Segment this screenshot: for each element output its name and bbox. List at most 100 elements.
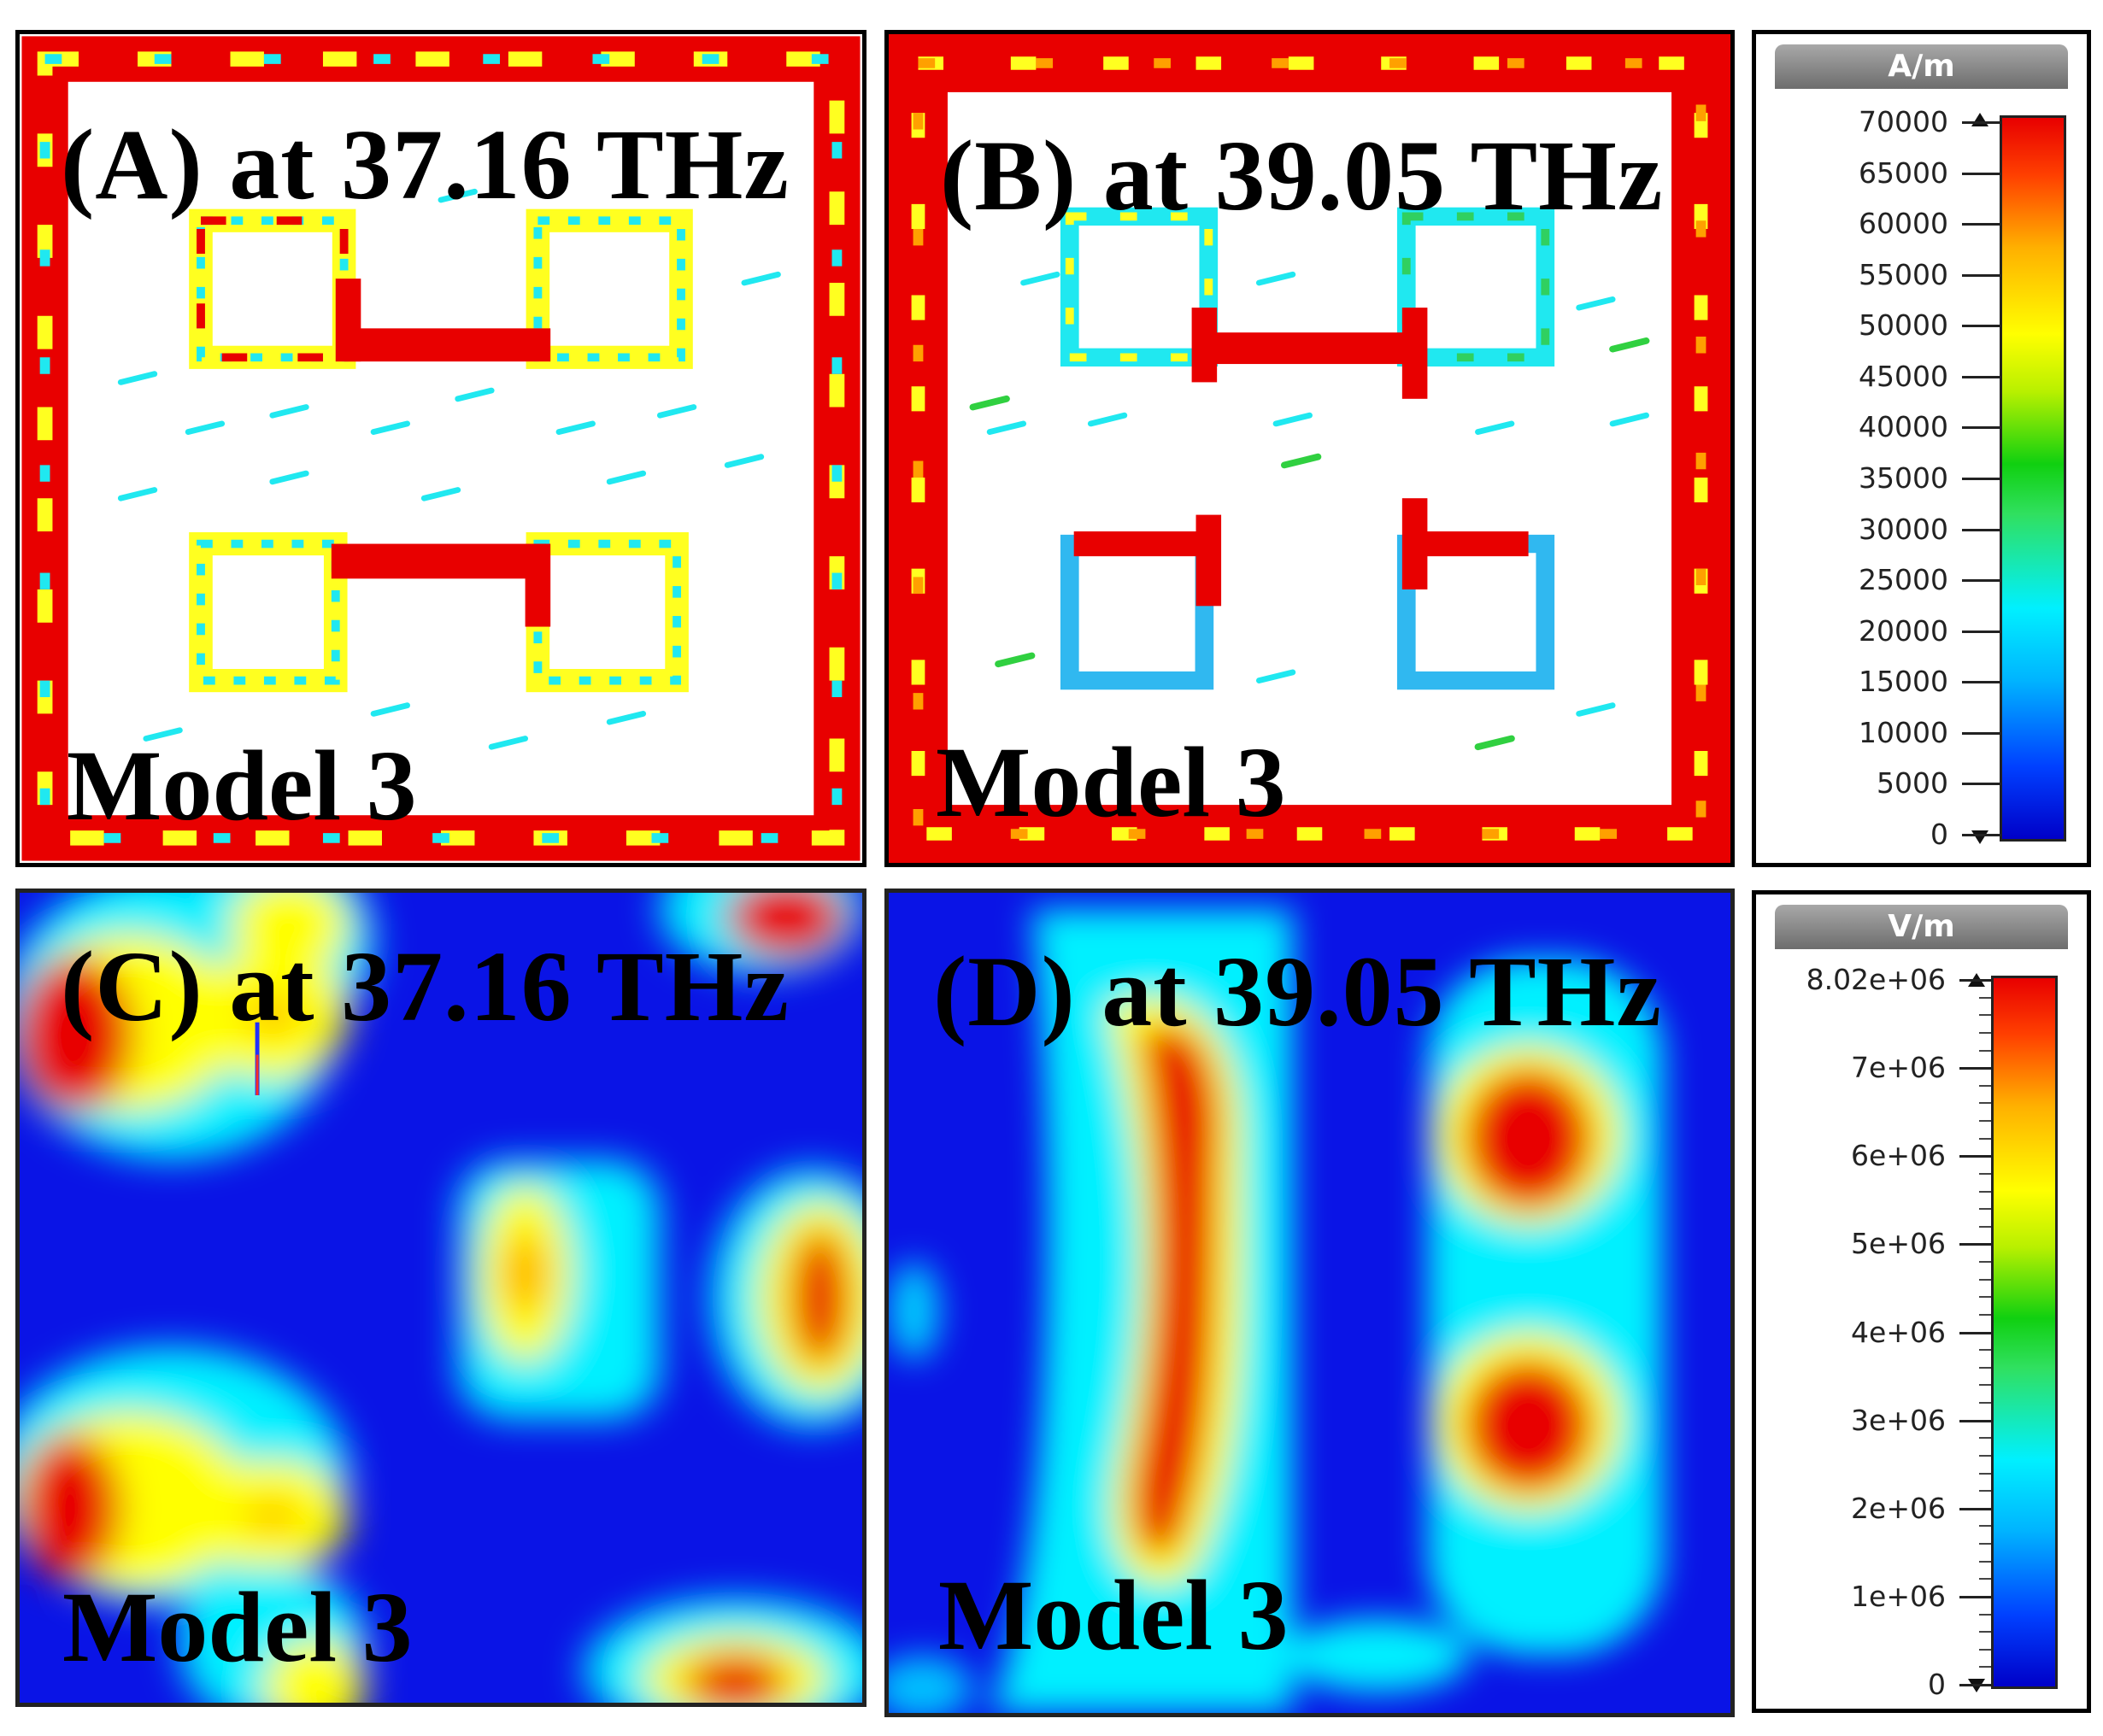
colorbar-tick-mark — [1959, 1684, 1991, 1686]
panel-d-model-label: Model 3 — [938, 1559, 1289, 1671]
colorbar-tick-mark — [1962, 426, 2000, 430]
colorbar-tick-label: 70000 — [1859, 105, 1948, 138]
min-marker-icon — [1971, 830, 1988, 844]
colorbar-minor-tick — [1979, 1666, 1991, 1669]
current-unit-label: A/m — [1775, 44, 2068, 89]
colorbar-minor-tick — [1979, 1631, 1991, 1633]
panel-b-current-map — [889, 34, 1730, 863]
colorbar-minor-tick — [1979, 1402, 1991, 1404]
colorbar-minor-tick — [1979, 1084, 1991, 1087]
colorbar-tick-label: 0 — [1928, 1668, 1946, 1701]
max-marker-icon — [1971, 113, 1988, 126]
colorbar-tick-label: 5000 — [1877, 766, 1948, 801]
colorbar-tick-mark — [1959, 1331, 1991, 1334]
colorbar-tick-label: 3e+06 — [1851, 1403, 1946, 1437]
colorbar-tick-label: 8.02e+06 — [1806, 963, 1946, 996]
colorbar-tick-mark — [1962, 783, 2000, 786]
panel-c-title: (C) at 37.16 THz — [61, 930, 790, 1042]
panel-c-model-label: Model 3 — [62, 1571, 413, 1683]
colorbar-minor-tick — [1979, 1172, 1991, 1175]
colorbar-tick-mark — [1962, 273, 2000, 277]
colorbar-tick-mark — [1962, 528, 2000, 531]
colorbar-tick-mark — [1959, 1243, 1991, 1246]
colorbar-minor-tick — [1979, 1349, 1991, 1352]
colorbar-tick-mark — [1962, 579, 2000, 583]
colorbar-minor-tick — [1979, 1313, 1991, 1316]
colorbar-minor-tick — [1979, 1490, 1991, 1493]
colorbar-minor-tick — [1979, 1278, 1991, 1281]
colorbar-minor-tick — [1979, 1543, 1991, 1545]
colorbar-tick-label: 60000 — [1859, 207, 1948, 241]
current-color-scale — [2000, 115, 2066, 842]
colorbar-tick-mark — [1962, 375, 2000, 378]
colorbar-tick-label: 7e+06 — [1851, 1051, 1946, 1085]
colorbar-tick-mark — [1962, 223, 2000, 226]
panel-d-title: (D) at 39.05 THz — [933, 935, 1662, 1047]
colorbar-tick-mark — [1959, 1067, 1991, 1070]
panel-a-title: (A) at 37.16 THz — [61, 108, 790, 220]
panel-c-electric-field: (C) at 37.16 THz Model 3 — [15, 889, 866, 1707]
colorbar-tick-label: 25000 — [1859, 563, 1948, 597]
panel-d-field-map — [889, 893, 1730, 1713]
panel-a-current-map — [20, 34, 862, 863]
colorbar-tick-label: 55000 — [1859, 257, 1948, 291]
colorbar-tick-mark — [1962, 681, 2000, 684]
colorbar-tick-label: 4e+06 — [1851, 1315, 1946, 1349]
colorbar-minor-tick — [1979, 1225, 1991, 1228]
colorbar-tick-label: 65000 — [1859, 155, 1948, 190]
colorbar-minor-tick — [1979, 1049, 1991, 1052]
colorbar-minor-tick — [1979, 1120, 1991, 1122]
panel-b-title: (B) at 39.05 THz — [940, 120, 1664, 232]
colorbar-minor-tick — [1979, 1014, 1991, 1017]
colorbar-tick-label: 15000 — [1859, 665, 1948, 699]
colorbar-tick-mark — [1962, 325, 2000, 328]
colorbar-tick-label: 35000 — [1859, 461, 1948, 495]
colorbar-tick-mark — [1959, 1419, 1991, 1422]
colorbar-tick-mark — [1962, 630, 2000, 633]
colorbar-minor-tick — [1979, 1102, 1991, 1105]
panel-d-electric-field: (D) at 39.05 THz Model 3 — [884, 889, 1735, 1717]
colorbar-minor-tick — [1979, 1296, 1991, 1299]
colorbar-minor-tick — [1979, 1437, 1991, 1440]
colorbar-tick-mark — [1962, 121, 2000, 124]
colorbar-minor-tick — [1979, 1613, 1991, 1616]
colorbar-tick-mark — [1962, 731, 2000, 735]
current-density-colorbar: A/m 70000 65000 60000 55000 50000 45000 40000 3… — [1752, 30, 2091, 867]
panel-b-model-label: Model 3 — [936, 726, 1286, 838]
panel-a-model-label: Model 3 — [67, 730, 417, 842]
colorbar-minor-tick — [1979, 1578, 1991, 1581]
colorbar-tick-label: 40000 — [1859, 410, 1948, 444]
colorbar-tick-mark — [1962, 172, 2000, 175]
colorbar-tick-label: 6e+06 — [1851, 1139, 1946, 1173]
field-color-scale — [1991, 976, 2058, 1689]
colorbar-tick-label: 0 — [1930, 818, 1948, 851]
panel-a-surface-current: (A) at 37.16 THz Model 3 — [15, 30, 866, 867]
colorbar-minor-tick — [1979, 1031, 1991, 1034]
colorbar-tick-mark — [1959, 979, 1991, 982]
colorbar-tick-label: 50000 — [1859, 308, 1948, 343]
colorbar-minor-tick — [1979, 1366, 1991, 1369]
panel-b-surface-current: (B) at 39.05 THz Model 3 — [884, 30, 1735, 867]
colorbar-tick-label: 45000 — [1859, 359, 1948, 393]
colorbar-tick-mark — [1959, 1507, 1991, 1510]
colorbar-minor-tick — [1979, 1454, 1991, 1457]
colorbar-minor-tick — [1979, 1648, 1991, 1651]
colorbar-minor-tick — [1979, 1472, 1991, 1475]
colorbar-tick-label: 1e+06 — [1851, 1579, 1946, 1613]
field-unit-label: V/m — [1775, 905, 2068, 949]
panel-c-field-map — [20, 893, 862, 1703]
colorbar-tick-label: 30000 — [1859, 512, 1948, 546]
colorbar-minor-tick — [1979, 1261, 1991, 1263]
colorbar-tick-mark — [1962, 478, 2000, 480]
colorbar-minor-tick — [1979, 1190, 1991, 1193]
colorbar-tick-mark — [1959, 1155, 1991, 1158]
colorbar-tick-mark — [1962, 834, 2000, 836]
colorbar-minor-tick — [1979, 1560, 1991, 1563]
colorbar-minor-tick — [1979, 996, 1991, 999]
colorbar-minor-tick — [1979, 1525, 1991, 1528]
colorbar-tick-mark — [1959, 1595, 1991, 1598]
colorbar-tick-label: 10000 — [1859, 715, 1948, 749]
colorbar-tick-label: 2e+06 — [1851, 1491, 1946, 1525]
colorbar-tick-label: 5e+06 — [1851, 1227, 1946, 1261]
electric-field-colorbar: V/m 8.02e+06 7e+06 6e+06 5e+06 4e+06 3e+06 2e+… — [1752, 890, 2091, 1713]
